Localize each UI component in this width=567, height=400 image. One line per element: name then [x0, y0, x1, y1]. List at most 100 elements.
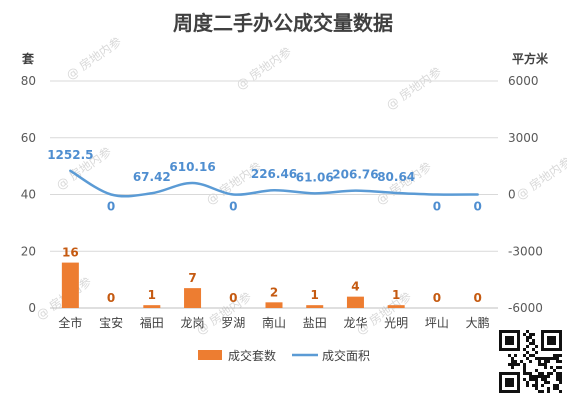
qr-module	[547, 360, 550, 363]
qr-module	[544, 360, 547, 363]
line-data-label: 610.16	[169, 160, 215, 174]
qr-module	[523, 366, 526, 369]
qr-module	[508, 363, 511, 366]
bar-data-label: 1	[392, 288, 400, 302]
qr-module	[535, 351, 538, 354]
bar	[143, 305, 161, 308]
qr-module	[532, 378, 535, 381]
qr-module	[532, 333, 535, 336]
qr-module	[550, 357, 553, 360]
legend-label: 成交面积	[322, 348, 370, 363]
qr-module	[532, 375, 535, 378]
qr-module	[559, 360, 562, 363]
bar-data-label: 0	[433, 291, 441, 305]
qr-finder-core	[505, 378, 514, 387]
left-tick-label: 0	[28, 301, 36, 315]
qr-module	[544, 363, 547, 366]
bar-data-label: 4	[351, 280, 359, 294]
qr-module	[520, 360, 523, 363]
qr-module	[535, 387, 538, 390]
qr-module	[556, 378, 559, 381]
qr-module	[538, 363, 541, 366]
qr-module	[559, 375, 562, 378]
line-data-label: 0	[229, 200, 237, 214]
qr-module	[532, 354, 535, 357]
right-tick-label: 0	[508, 188, 516, 202]
qr-module	[550, 372, 553, 375]
left-tick-label: 40	[21, 188, 36, 202]
line-data-label: 206.76	[332, 168, 378, 182]
qr-module	[526, 372, 529, 375]
qr-module	[523, 378, 526, 381]
qr-module	[553, 357, 556, 360]
qr-module	[538, 375, 541, 378]
category-label: 盐田	[303, 316, 327, 330]
qr-module	[535, 384, 538, 387]
bar-data-label: 2	[270, 285, 278, 299]
bar-data-label: 7	[188, 271, 196, 285]
qr-module	[532, 342, 535, 345]
qr-module	[538, 372, 541, 375]
bar	[387, 305, 405, 308]
chart-title: 周度二手办公成交量数据	[173, 11, 393, 35]
qr-module	[556, 375, 559, 378]
qr-module	[538, 360, 541, 363]
qr-module	[544, 381, 547, 384]
qr-module	[514, 354, 517, 357]
category-label: 龙岗	[181, 316, 205, 330]
right-tick-label: -3000	[508, 244, 543, 258]
qr-module	[541, 378, 544, 381]
right-axis-ticks: -6000 -3000 0 3000 6000	[508, 74, 543, 315]
qr-module	[541, 363, 544, 366]
line-data-label: 67.42	[133, 170, 171, 184]
category-label: 罗湖	[221, 315, 245, 330]
qr-module	[532, 339, 535, 342]
qr-module	[526, 339, 529, 342]
qr-module	[559, 381, 562, 384]
category-label: 龙华	[343, 316, 367, 330]
line-data-label: 0	[107, 200, 115, 214]
right-tick-label: 6000	[508, 74, 539, 88]
qr-module	[544, 357, 547, 360]
line-data-label: 0	[473, 200, 481, 214]
right-tick-label: -6000	[508, 301, 543, 315]
left-tick-label: 60	[21, 131, 36, 145]
qr-module	[529, 333, 532, 336]
qr-module	[541, 372, 544, 375]
qr-module	[523, 348, 526, 351]
category-label: 南山	[262, 315, 286, 330]
qr-module	[547, 375, 550, 378]
qr-module	[556, 372, 559, 375]
line-data-label: 61.06	[296, 170, 334, 184]
bar	[61, 262, 79, 308]
qr-module	[535, 378, 538, 381]
bar	[265, 302, 283, 308]
qr-module	[523, 363, 526, 366]
qr-module	[559, 378, 562, 381]
legend-swatch-bar	[198, 350, 222, 360]
qr-module	[529, 375, 532, 378]
qr-module	[547, 390, 550, 393]
category-label: 全市	[58, 315, 82, 330]
left-axis-ticks: 0 20 40 60 80	[21, 74, 36, 315]
qr-module	[547, 372, 550, 375]
left-tick-label: 80	[21, 74, 36, 88]
qr-module	[547, 387, 550, 390]
qr-module	[541, 375, 544, 378]
qr-module	[526, 384, 529, 387]
qr-module	[559, 390, 562, 393]
left-tick-label: 20	[21, 244, 36, 258]
qr-module	[526, 336, 529, 339]
legend: 成交套数 成交面积	[198, 348, 370, 363]
category-label: 坪山	[425, 316, 449, 330]
bars: 16 0 1 7 0 2 1 4 1 0 0	[61, 246, 482, 308]
qr-module	[556, 354, 559, 357]
qr-module	[544, 375, 547, 378]
qr-module	[541, 390, 544, 393]
qr-module	[559, 354, 562, 357]
qr-module	[541, 384, 544, 387]
left-axis-unit: 套	[21, 51, 35, 66]
qr-module	[556, 357, 559, 360]
legend-label: 成交套数	[228, 348, 276, 363]
